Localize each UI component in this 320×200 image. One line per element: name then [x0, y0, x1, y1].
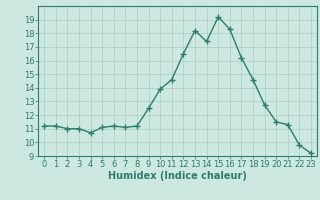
- X-axis label: Humidex (Indice chaleur): Humidex (Indice chaleur): [108, 171, 247, 181]
